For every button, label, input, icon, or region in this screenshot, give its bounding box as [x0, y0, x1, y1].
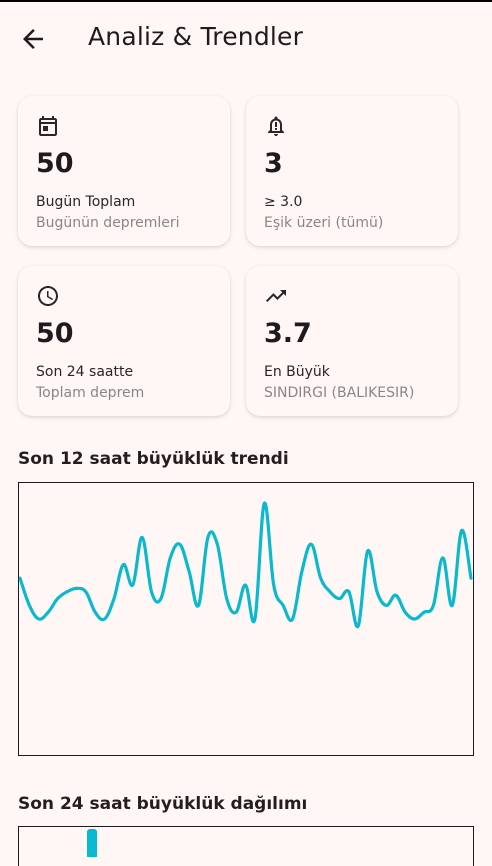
stat-card-largest: 3.7 En Büyük SINDIRGI (BALIKESIR) — [246, 266, 458, 416]
trending-up-icon — [264, 284, 288, 308]
arrow-left-icon[interactable] — [18, 24, 48, 54]
distribution-chart — [18, 826, 474, 866]
bell-alert-icon — [264, 114, 288, 138]
stat-subtitle: SINDIRGI (BALIKESIR) — [264, 385, 415, 401]
distribution-section-title: Son 24 saat büyüklük dağılımı — [18, 794, 308, 814]
trend-chart — [18, 482, 474, 756]
stat-subtitle: Toplam deprem — [36, 385, 145, 401]
trend-series-line — [18, 501, 473, 629]
stat-label: Son 24 saatte — [36, 364, 134, 380]
stat-value: 3.7 — [264, 318, 312, 349]
stat-value: 3 — [264, 148, 283, 179]
stat-subtitle: Eşik üzeri (tümü) — [264, 215, 384, 231]
stat-subtitle: Bugünün depremleri — [36, 215, 180, 231]
page-title: Analiz & Trendler — [88, 22, 304, 51]
calendar-icon — [36, 114, 60, 138]
stat-label: En Büyük — [264, 364, 330, 380]
clock-icon — [36, 284, 60, 308]
trend-chart-svg — [18, 501, 473, 629]
trend-section-title: Son 12 saat büyüklük trendi — [18, 449, 289, 469]
stat-card-last-24h: 50 Son 24 saatte Toplam deprem — [18, 266, 230, 416]
stat-label: Bugün Toplam — [36, 194, 136, 210]
stat-card-today-total: 50 Bugün Toplam Bugünün depremleri — [18, 96, 230, 246]
distribution-chart-svg — [87, 829, 97, 859]
distribution-bar — [87, 829, 97, 859]
stat-label: ≥ 3.0 — [264, 194, 303, 210]
stat-card-threshold: 3 ≥ 3.0 Eşik üzeri (tümü) — [246, 96, 458, 246]
stat-value: 50 — [36, 148, 74, 179]
app-bar: Analiz & Trendler — [0, 2, 492, 76]
stat-value: 50 — [36, 318, 74, 349]
status-bar-edge — [0, 0, 492, 2]
